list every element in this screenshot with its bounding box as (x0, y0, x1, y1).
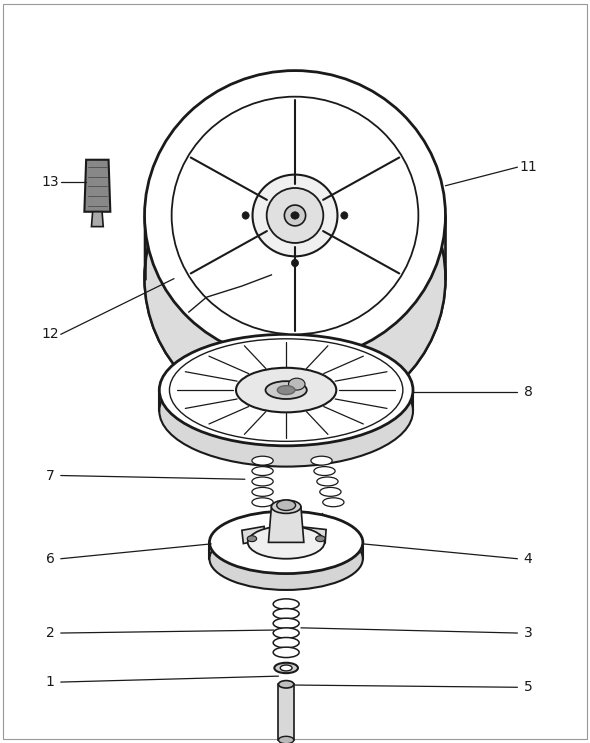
Ellipse shape (169, 339, 403, 441)
Ellipse shape (284, 205, 306, 226)
Ellipse shape (266, 381, 307, 399)
Ellipse shape (267, 188, 323, 243)
Ellipse shape (273, 628, 299, 638)
Text: 2: 2 (46, 626, 54, 640)
Text: 1: 1 (45, 675, 55, 689)
Text: 5: 5 (524, 681, 532, 694)
Ellipse shape (278, 736, 294, 743)
Ellipse shape (291, 212, 299, 219)
Text: 13: 13 (41, 175, 59, 189)
Ellipse shape (282, 529, 290, 533)
Ellipse shape (277, 386, 295, 395)
Polygon shape (254, 271, 301, 282)
Text: 11: 11 (519, 160, 537, 174)
Ellipse shape (252, 498, 273, 507)
Polygon shape (303, 527, 326, 543)
Polygon shape (268, 507, 304, 542)
Text: 8: 8 (523, 386, 533, 399)
Ellipse shape (242, 212, 249, 219)
Ellipse shape (209, 528, 363, 590)
Ellipse shape (252, 456, 273, 465)
Ellipse shape (247, 536, 257, 542)
Text: eReplacementParts: eReplacementParts (221, 375, 369, 390)
Ellipse shape (316, 536, 325, 542)
Text: 4: 4 (524, 552, 532, 565)
Polygon shape (242, 526, 266, 544)
Text: 6: 6 (45, 552, 55, 565)
Polygon shape (145, 215, 156, 286)
Ellipse shape (320, 487, 341, 496)
Ellipse shape (273, 618, 299, 629)
Ellipse shape (252, 487, 273, 496)
Ellipse shape (145, 134, 445, 424)
Ellipse shape (289, 378, 305, 390)
Ellipse shape (273, 599, 299, 609)
Ellipse shape (277, 500, 296, 510)
Polygon shape (434, 215, 445, 286)
Ellipse shape (253, 175, 337, 256)
Ellipse shape (248, 526, 324, 559)
Ellipse shape (278, 681, 294, 688)
Ellipse shape (252, 467, 273, 476)
Ellipse shape (277, 527, 296, 536)
Ellipse shape (159, 334, 413, 446)
Ellipse shape (323, 498, 344, 507)
Ellipse shape (291, 259, 299, 267)
Ellipse shape (341, 212, 348, 219)
Ellipse shape (236, 368, 336, 412)
Ellipse shape (314, 467, 335, 476)
Ellipse shape (172, 97, 418, 334)
Ellipse shape (209, 511, 363, 574)
Ellipse shape (274, 663, 298, 673)
Ellipse shape (252, 477, 273, 486)
Polygon shape (278, 684, 294, 740)
Polygon shape (84, 160, 110, 212)
Text: 7: 7 (46, 469, 54, 482)
Polygon shape (91, 212, 103, 227)
Text: 12: 12 (41, 328, 59, 341)
Ellipse shape (273, 637, 299, 648)
Ellipse shape (273, 647, 299, 658)
Ellipse shape (273, 609, 299, 619)
Ellipse shape (159, 355, 413, 467)
Ellipse shape (311, 456, 332, 465)
Ellipse shape (280, 665, 292, 671)
Ellipse shape (145, 71, 445, 360)
Text: 3: 3 (524, 626, 532, 640)
Ellipse shape (271, 500, 301, 513)
Ellipse shape (145, 134, 445, 424)
Ellipse shape (317, 477, 338, 486)
